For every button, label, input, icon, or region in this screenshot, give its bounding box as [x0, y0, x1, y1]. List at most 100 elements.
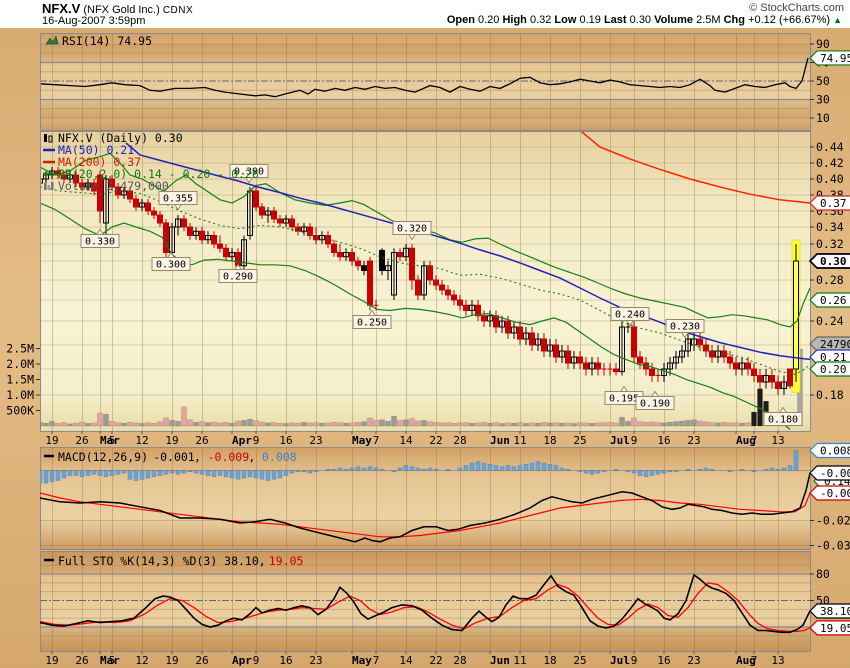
svg-text:19: 19 [165, 434, 178, 447]
svg-text:May: May [352, 654, 372, 667]
svg-text:0.330: 0.330 [85, 237, 115, 248]
svg-text:NFX.V (Daily) 0.30: NFX.V (Daily) 0.30 [58, 131, 183, 145]
svg-text:19: 19 [45, 434, 58, 447]
svg-text:Jul: Jul [610, 434, 630, 447]
svg-text:500K: 500K [6, 404, 34, 418]
svg-text:16: 16 [657, 654, 670, 667]
svg-text:Jul: Jul [610, 654, 630, 667]
svg-text:16: 16 [279, 654, 292, 667]
svg-text:5: 5 [109, 654, 116, 667]
svg-text:16: 16 [657, 434, 670, 447]
quote-value: 0.30 [629, 14, 655, 26]
company-name: (NFX Gold Inc.) [83, 4, 160, 16]
svg-text:0.34: 0.34 [816, 220, 844, 234]
svg-text:MA(200) 0.37: MA(200) 0.37 [58, 155, 141, 169]
svg-text:28: 28 [453, 654, 466, 667]
svg-text:18: 18 [543, 434, 556, 447]
quote-label: Open [446, 14, 478, 26]
svg-text:0.230: 0.230 [670, 322, 700, 333]
svg-text:0.44: 0.44 [816, 140, 844, 154]
quote-line: Open 0.20 High 0.32 Low 0.19 Last 0.30 V… [447, 14, 842, 26]
svg-text:0.300: 0.300 [156, 260, 186, 271]
ma200-line [579, 131, 810, 204]
sto-k-line [40, 573, 810, 634]
svg-text:11: 11 [513, 654, 526, 667]
quote-label: Chg [723, 14, 749, 26]
svg-text:22: 22 [429, 434, 442, 447]
price-annotations: 0.330 0.355 0.300 0.290 0.390 0.250 0.320 0.240… [80, 164, 803, 426]
macd-histogram [40, 450, 799, 484]
svg-text:0.195: 0.195 [609, 394, 639, 405]
svg-text:Apr: Apr [232, 654, 252, 667]
ma50-line [125, 142, 810, 361]
svg-text:-0.001: -0.001 [820, 467, 850, 480]
svg-text:0.37: 0.37 [820, 197, 847, 210]
svg-text:1.5M: 1.5M [6, 373, 34, 387]
svg-text:30: 30 [816, 93, 830, 107]
svg-text:,: , [248, 450, 255, 464]
svg-text:-0.001: -0.001 [153, 450, 195, 464]
svg-text:0.30: 0.30 [820, 255, 847, 268]
svg-text:38.10: 38.10 [820, 605, 850, 618]
svg-text:BB(20,2.0) 0.14 - 0.20 - 0.26: BB(20,2.0) 0.14 - 0.20 - 0.26 [58, 167, 259, 181]
rsi-chart-icon [45, 35, 59, 45]
svg-text:0.18: 0.18 [816, 388, 844, 402]
svg-text:Mar: Mar [100, 654, 120, 667]
svg-text:26: 26 [75, 434, 88, 447]
svg-text:23: 23 [687, 654, 700, 667]
svg-text:RSI(14) 74.95: RSI(14) 74.95 [62, 34, 152, 48]
quote-value: 2.5M [696, 14, 724, 26]
svg-text:9: 9 [253, 654, 260, 667]
quote-label: Last [603, 14, 630, 26]
svg-text:Full STO %K(14,3) %D(3) 38.10,: Full STO %K(14,3) %D(3) 38.10, [58, 554, 266, 568]
svg-text:0.21: 0.21 [820, 351, 847, 364]
svg-text:0.240: 0.240 [615, 310, 645, 321]
svg-text:MACD(12,26,9): MACD(12,26,9) [58, 450, 148, 464]
bb-lower-line [40, 202, 791, 430]
svg-text:13: 13 [771, 654, 784, 667]
quote-value: 0.19 [579, 14, 604, 26]
svg-text:26: 26 [195, 434, 208, 447]
svg-text:0.20: 0.20 [820, 363, 847, 376]
svg-text:25: 25 [573, 654, 586, 667]
quote-label: Low [554, 14, 580, 26]
svg-text:0.40: 0.40 [816, 172, 844, 186]
svg-text:2479000: 2479000 [820, 338, 850, 351]
svg-text:7: 7 [751, 434, 758, 447]
svg-text:18: 18 [543, 654, 556, 667]
svg-text:0.008: 0.008 [820, 445, 850, 458]
svg-text:0.250: 0.250 [357, 318, 387, 329]
symbol: NFX.V [42, 1, 81, 16]
header: NFX.V (NFX Gold Inc.) CDNX © StockCharts… [0, 0, 850, 28]
svg-text:MA(50) 0.21: MA(50) 0.21 [58, 143, 134, 157]
macd-signal-line [40, 492, 810, 538]
svg-text:0.190: 0.190 [640, 399, 670, 410]
svg-text:0.24: 0.24 [816, 314, 844, 328]
svg-text:-0.03: -0.03 [816, 539, 850, 553]
svg-text:0.355: 0.355 [163, 194, 193, 205]
quote-label: High [502, 14, 530, 26]
title-row: NFX.V (NFX Gold Inc.) CDNX [42, 1, 193, 16]
svg-text:9: 9 [631, 434, 638, 447]
svg-text:0.42: 0.42 [816, 156, 844, 170]
svg-text:Jun: Jun [490, 434, 510, 447]
svg-text:25: 25 [573, 434, 586, 447]
svg-text:23: 23 [309, 654, 322, 667]
svg-text:16: 16 [279, 434, 292, 447]
svg-text:Mar: Mar [100, 434, 120, 447]
svg-text:Volume 2,479,000: Volume 2,479,000 [58, 179, 169, 193]
copyright: © StockCharts.com [749, 2, 844, 14]
svg-text:0.180: 0.180 [768, 415, 798, 426]
svg-text:2.0M: 2.0M [6, 357, 34, 371]
svg-text:Aug: Aug [736, 654, 756, 667]
svg-text:7: 7 [373, 654, 380, 667]
quote-value: 0.20 [477, 14, 503, 26]
svg-text:12: 12 [135, 654, 148, 667]
svg-text:23: 23 [309, 434, 322, 447]
macd-line [40, 472, 810, 543]
svg-text:,: , [194, 450, 201, 464]
